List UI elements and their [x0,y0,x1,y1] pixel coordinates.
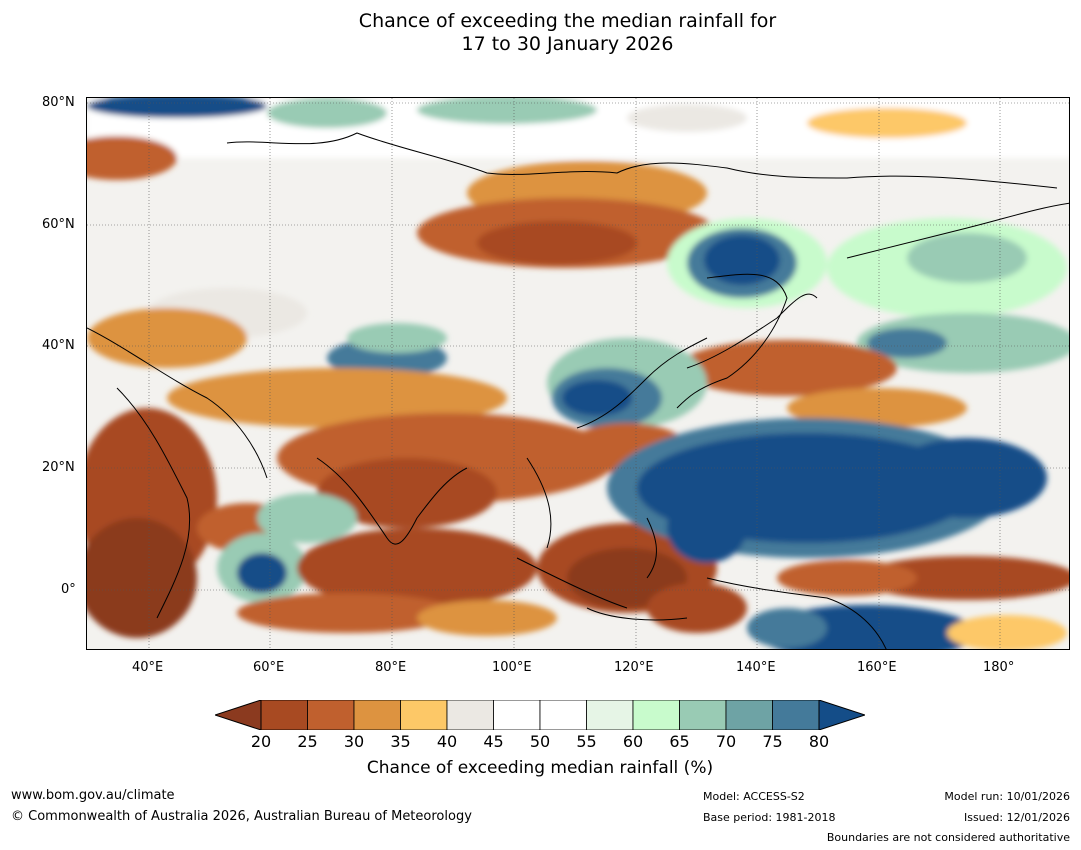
lat-label-80n: 80°N [42,95,75,110]
colorbar-tick-label: 45 [483,732,504,751]
lon-label-40e: 40°E [132,660,164,675]
colorbar-cell [493,700,541,730]
colorbar-extend-low [215,700,262,730]
title-line-2: 17 to 30 January 2026 [461,33,674,55]
colorbar-cell [586,700,634,730]
chart-title: Chance of exceeding the median rainfall … [0,10,1081,56]
title-line-1: Chance of exceeding the median rainfall … [358,10,777,32]
lat-label-20n: 20°N [42,460,75,475]
colorbar-tick-label: 20 [250,732,272,751]
colorbar-cell [260,700,308,730]
colorbar-extend-high [818,700,865,730]
lon-label-80e: 80°E [375,660,407,675]
footer-disclaimer: Boundaries are not considered authoritat… [826,831,1070,844]
colorbar-tick-label: 50 [529,732,551,751]
colorbar-cell [772,700,820,730]
footer-model-run: Model run: 10/01/2026 [944,790,1070,803]
colorbar-cell [539,700,587,730]
colorbar [215,700,865,730]
colorbar-cell [679,700,727,730]
footer-copyright: © Commonwealth of Australia 2026, Austra… [11,809,472,824]
rainfall-map [86,97,1070,650]
footer-url[interactable]: www.bom.gov.au/climate [11,788,175,803]
footer-model: Model: ACCESS-S2 [703,790,805,803]
lon-label-120e: 120°E [614,660,654,675]
colorbar-tick-label: 65 [669,732,690,751]
colorbar-tick-label: 55 [576,732,597,751]
colorbar-cell [632,700,680,730]
lon-label-180: 180° [983,660,1015,675]
colorbar-cell [307,700,355,730]
footer-issued: Issued: 12/01/2026 [963,811,1070,824]
colorbar-cell [353,700,401,730]
lat-label-0: 0° [61,582,76,597]
colorbar-tick-label: 30 [343,732,365,751]
colorbar-label: Chance of exceeding median rainfall (%) [366,758,714,778]
lon-label-60e: 60°E [253,660,285,675]
colorbar-cell [446,700,494,730]
colorbar-tick-label: 40 [436,732,458,751]
graticule [87,98,1069,649]
lon-label-100e: 100°E [492,660,532,675]
lat-label-40n: 40°N [42,338,75,353]
colorbar-cell [400,700,448,730]
lat-label-60n: 60°N [42,217,75,232]
colorbar-tick-label: 60 [622,732,644,751]
colorbar-tick-label: 70 [715,732,737,751]
lon-label-140e: 140°E [736,660,776,675]
footer-base-period: Base period: 1981-2018 [703,811,836,824]
colorbar-tick-label: 75 [762,732,783,751]
map-svg [87,98,1069,649]
colorbar-cell [725,700,773,730]
colorbar-tick-label: 35 [390,732,411,751]
lon-label-160e: 160°E [857,660,897,675]
colorbar-tick-label: 80 [808,732,830,751]
coastlines [87,132,1069,649]
colorbar-tick-label: 25 [297,732,318,751]
